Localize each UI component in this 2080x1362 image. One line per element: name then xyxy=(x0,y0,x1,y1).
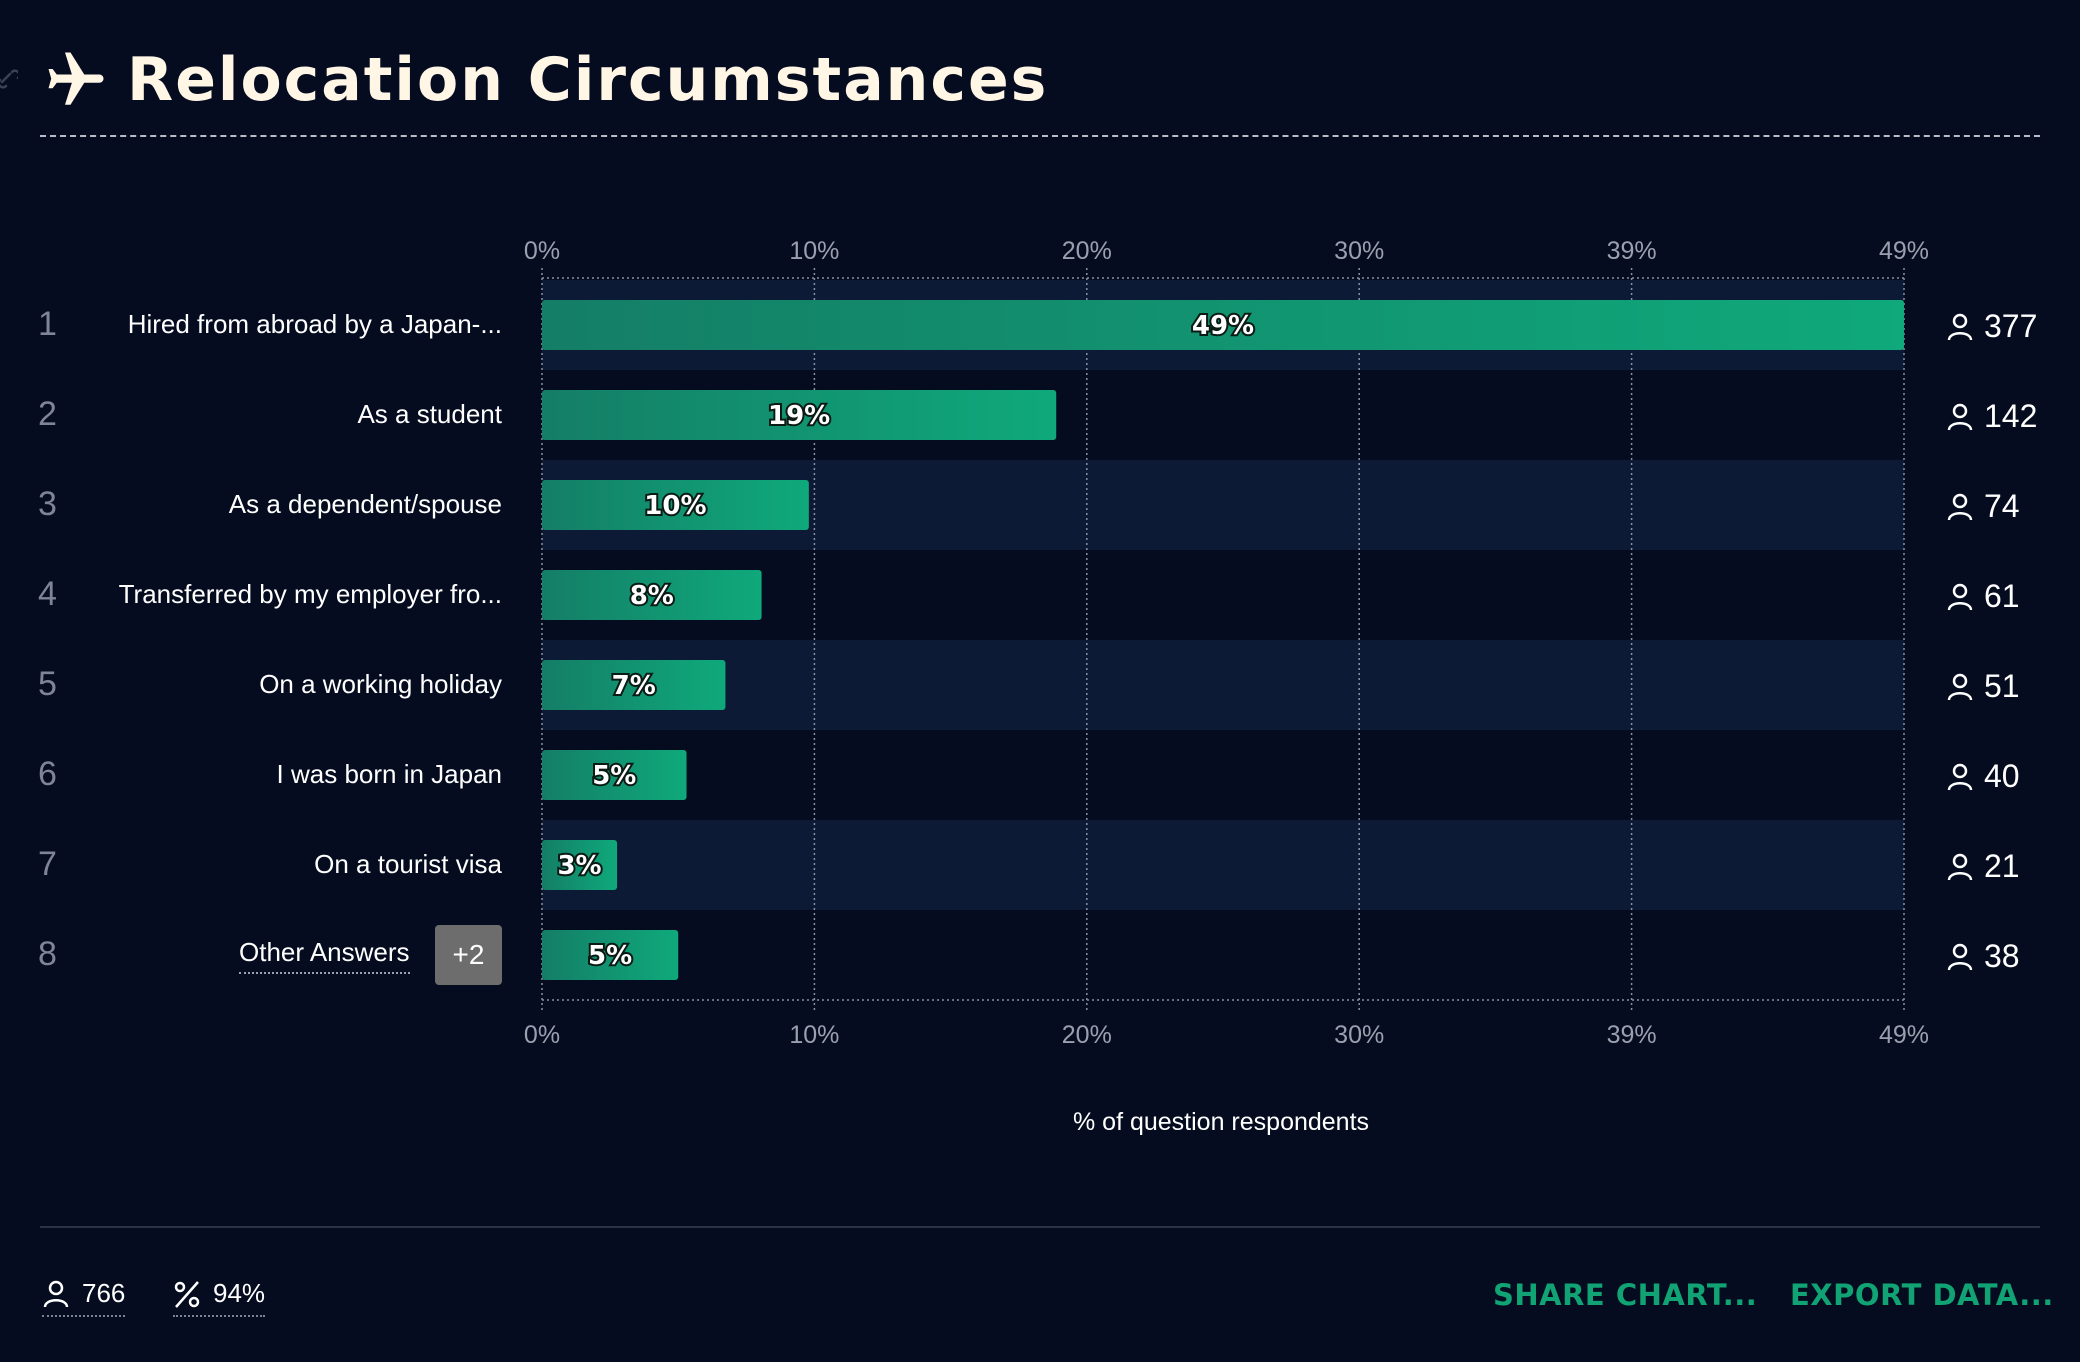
row-rank: 2 xyxy=(38,395,78,434)
row-rank: 4 xyxy=(38,575,78,614)
bar-value-label: 8% xyxy=(630,581,674,611)
person-icon xyxy=(1946,492,1974,522)
person-icon xyxy=(42,1279,70,1309)
respondent-count-value: 21 xyxy=(1984,848,2020,885)
person-icon xyxy=(1946,852,1974,882)
bar-value-label: 49% xyxy=(1192,311,1254,341)
bar-value-label: 10% xyxy=(644,491,706,521)
respondent-count: 51 xyxy=(1946,668,2020,705)
x-tick-label: 20% xyxy=(1062,237,1112,265)
x-tick-label: 39% xyxy=(1607,1021,1657,1049)
respondent-count: 142 xyxy=(1946,398,2037,435)
category-label: As a student xyxy=(357,399,502,430)
person-icon xyxy=(1946,312,1974,342)
category-label: On a tourist visa xyxy=(314,849,502,880)
percent-icon xyxy=(173,1279,201,1309)
response-rate-stat[interactable]: 94% xyxy=(173,1278,265,1317)
respondent-count-value: 40 xyxy=(1984,758,2020,795)
person-icon xyxy=(1946,402,1974,432)
category-label: I was born in Japan xyxy=(277,759,502,790)
bar-value-label: 5% xyxy=(592,761,636,791)
x-tick-label: 49% xyxy=(1879,1021,1929,1049)
row-rank: 7 xyxy=(38,845,78,884)
respondent-count: 61 xyxy=(1946,578,2020,615)
export-data-button[interactable]: EXPORT DATA... xyxy=(1790,1278,2054,1312)
x-tick-label: 0% xyxy=(524,237,560,265)
x-tick-label: 30% xyxy=(1334,1021,1384,1049)
respondent-count: 377 xyxy=(1946,308,2037,345)
category-label: Hired from abroad by a Japan-... xyxy=(128,309,502,340)
bar-value-label: 5% xyxy=(588,941,632,971)
person-icon xyxy=(1946,762,1974,792)
row-rank: 8 xyxy=(38,935,78,974)
respondents-count: 766 xyxy=(82,1278,125,1309)
bar-chart: 0% 0% 10% 10% 20% 20% 30% 30% 39% 39% 49% 49% 49% 19%… xyxy=(0,0,2080,1100)
row-rank: 3 xyxy=(38,485,78,524)
respondents-stat[interactable]: 766 xyxy=(42,1278,125,1317)
respondent-count-value: 51 xyxy=(1984,668,2020,705)
x-tick-label: 49% xyxy=(1879,237,1929,265)
row-rank: 6 xyxy=(38,755,78,794)
footer-divider xyxy=(40,1226,2040,1228)
bar-value-label: 19% xyxy=(768,401,830,431)
respondent-count: 38 xyxy=(1946,938,2020,975)
respondent-count-value: 61 xyxy=(1984,578,2020,615)
response-rate: 94% xyxy=(213,1278,265,1309)
share-chart-button[interactable]: SHARE CHART... xyxy=(1493,1278,1757,1312)
person-icon xyxy=(1946,582,1974,612)
respondent-count: 21 xyxy=(1946,848,2020,885)
person-icon xyxy=(1946,672,1974,702)
x-axis-title: % of question respondents xyxy=(1073,1108,1369,1137)
category-label: On a working holiday xyxy=(259,669,502,700)
other-answers-more-badge[interactable]: +2 xyxy=(435,925,502,985)
bar-value-label: 7% xyxy=(612,671,656,701)
respondent-count-value: 74 xyxy=(1984,488,2020,525)
category-label: Transferred by my employer fro... xyxy=(119,579,502,610)
respondent-count-value: 377 xyxy=(1984,308,2037,345)
row-rank: 1 xyxy=(38,305,78,344)
respondent-count: 40 xyxy=(1946,758,2020,795)
respondent-count-value: 142 xyxy=(1984,398,2037,435)
bar-value-label: 3% xyxy=(557,851,601,881)
respondent-count-value: 38 xyxy=(1984,938,2020,975)
x-tick-label: 39% xyxy=(1607,237,1657,265)
person-icon xyxy=(1946,942,1974,972)
category-label: As a dependent/spouse xyxy=(229,489,502,520)
respondent-count: 74 xyxy=(1946,488,2020,525)
x-tick-label: 10% xyxy=(789,1021,839,1049)
x-tick-label: 30% xyxy=(1334,237,1384,265)
x-tick-label: 0% xyxy=(524,1021,560,1049)
other-answers-link[interactable]: Other Answers xyxy=(239,937,410,974)
x-tick-label: 20% xyxy=(1062,1021,1112,1049)
x-tick-label: 10% xyxy=(789,237,839,265)
row-rank: 5 xyxy=(38,665,78,704)
